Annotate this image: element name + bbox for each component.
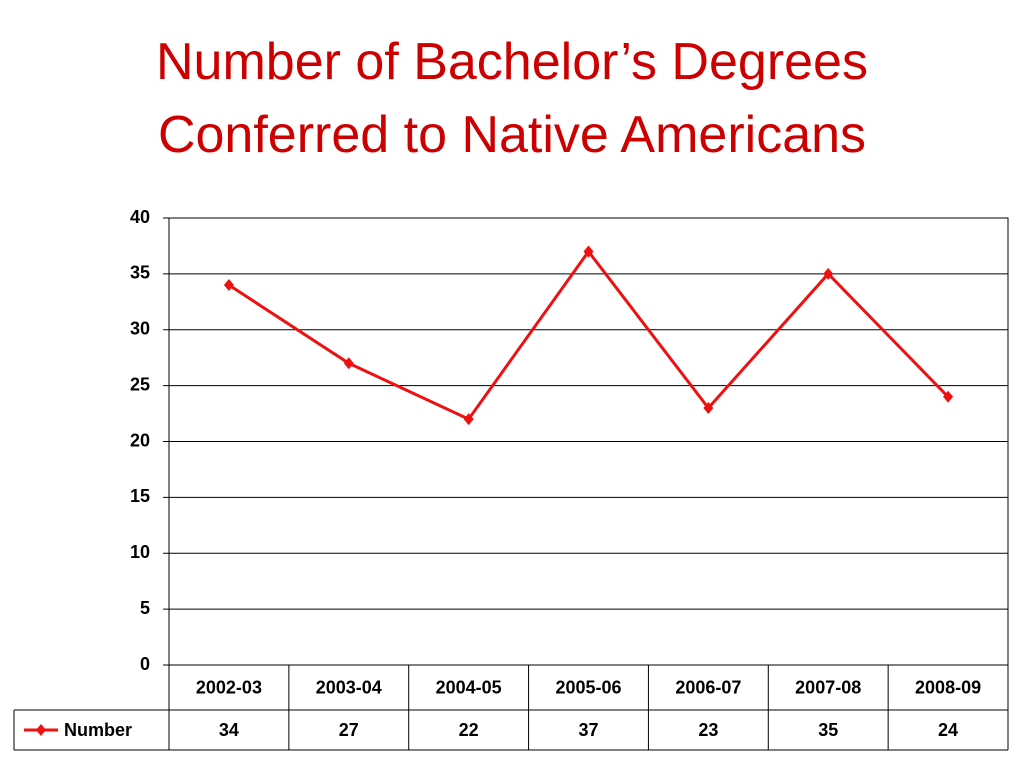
data-point bbox=[943, 390, 954, 403]
table-value: 34 bbox=[219, 720, 239, 740]
y-tick-label: 5 bbox=[140, 598, 150, 618]
table-value: 23 bbox=[698, 720, 718, 740]
legend-label: Number bbox=[64, 720, 132, 740]
table-value: 24 bbox=[938, 720, 958, 740]
y-tick-label: 10 bbox=[130, 542, 150, 562]
data-point bbox=[463, 413, 474, 426]
table-value: 37 bbox=[578, 720, 598, 740]
x-tick-label: 2002-03 bbox=[196, 677, 262, 697]
table-value: 35 bbox=[818, 720, 838, 740]
y-tick-label: 20 bbox=[130, 430, 150, 450]
table-value: 22 bbox=[459, 720, 479, 740]
y-tick-label: 40 bbox=[130, 207, 150, 227]
series-line bbox=[228, 249, 950, 422]
data-point bbox=[823, 267, 834, 280]
data-point bbox=[223, 279, 234, 292]
x-tick-label: 2004-05 bbox=[436, 677, 502, 697]
x-tick-label: 2005-06 bbox=[555, 677, 621, 697]
chart-title: Number of Bachelor’s Degrees Conferred t… bbox=[156, 33, 868, 164]
y-tick-label: 0 bbox=[140, 654, 150, 674]
data-point bbox=[703, 401, 714, 414]
x-tick-label: 2007-08 bbox=[795, 677, 861, 697]
x-tick-label: 2003-04 bbox=[316, 677, 382, 697]
y-tick-label: 25 bbox=[130, 374, 150, 394]
y-tick-label: 35 bbox=[130, 263, 150, 283]
table-value: 27 bbox=[339, 720, 359, 740]
plot-border bbox=[168, 217, 1009, 666]
x-tick-label: 2006-07 bbox=[675, 677, 741, 697]
data-point bbox=[583, 245, 594, 258]
legend-marker bbox=[36, 724, 46, 736]
data-point bbox=[343, 357, 354, 370]
x-tick-label: 2008-09 bbox=[915, 677, 981, 697]
y-tick-label: 30 bbox=[130, 319, 150, 339]
y-tick-label: 15 bbox=[130, 486, 150, 506]
